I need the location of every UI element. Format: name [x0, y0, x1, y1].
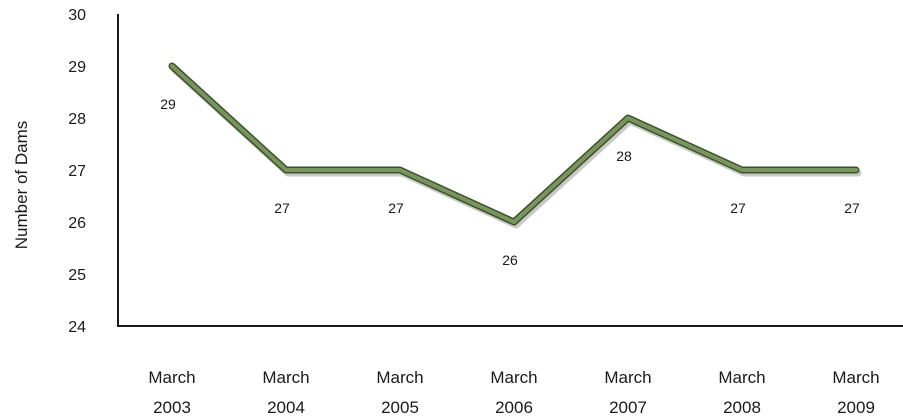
series-line-outline	[168, 62, 860, 226]
y-axis-title: Number of Dams	[12, 121, 31, 249]
data-point	[170, 64, 174, 68]
data-point	[626, 116, 630, 120]
y-tick-label: 24	[68, 319, 86, 336]
data-point	[398, 168, 402, 172]
data-point	[740, 168, 744, 172]
data-label: 26	[502, 252, 518, 268]
data-label: 27	[730, 200, 746, 216]
data-point	[854, 168, 858, 172]
x-tick-label: March 2004	[262, 368, 309, 417]
data-label: 29	[160, 96, 176, 112]
x-tick-label: March 2007	[604, 368, 651, 417]
data-point	[512, 220, 516, 224]
x-tick-label: March 2006	[490, 368, 537, 417]
y-tick-label: 29	[68, 59, 86, 76]
data-label: 27	[274, 200, 290, 216]
data-label: 27	[844, 200, 860, 216]
data-label: 27	[388, 200, 404, 216]
y-tick-label: 28	[68, 111, 86, 128]
y-tick-label: 26	[68, 215, 86, 232]
data-label: 28	[616, 148, 632, 164]
x-tick-label: March 2005	[376, 368, 423, 417]
data-point	[284, 168, 288, 172]
y-tick-label: 27	[68, 163, 86, 180]
x-tick-label: March 2003	[148, 368, 195, 417]
x-tick-label: March 2008	[718, 368, 765, 417]
y-tick-label: 30	[68, 7, 86, 24]
x-tick-label: March 2009	[832, 368, 879, 417]
series-line	[170, 64, 858, 224]
y-tick-label: 25	[68, 267, 86, 284]
